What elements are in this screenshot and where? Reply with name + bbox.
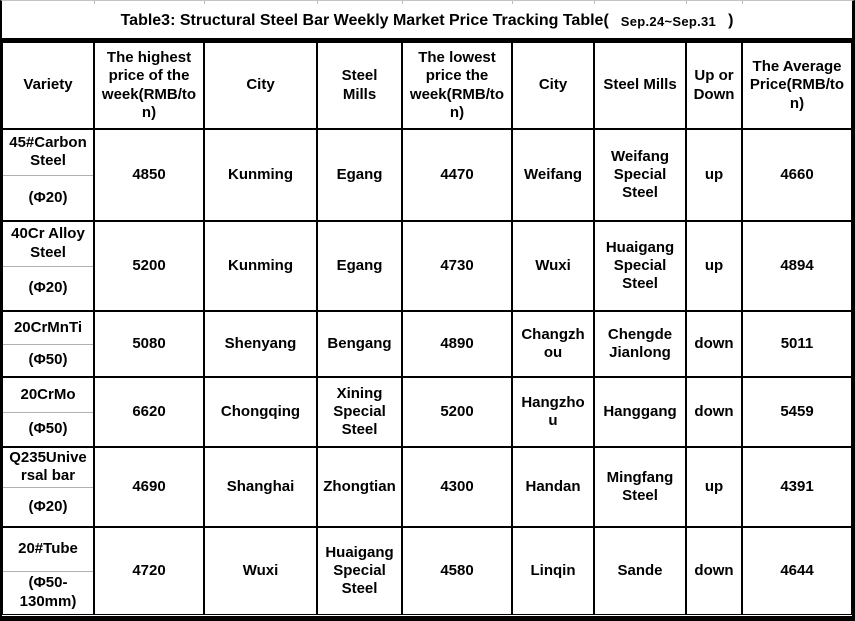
variety-name: Q235Universal bar — [9, 449, 87, 485]
variety-divider — [3, 343, 93, 345]
variety-name: 40Cr Alloy Steel — [11, 225, 85, 261]
variety-cell: 45#Carbon Steel (Φ20) — [2, 129, 94, 221]
mill-highest-cell: Xining Special Steel — [317, 377, 402, 447]
column-header-city-highest: City — [204, 42, 317, 129]
mill-highest-cell: Zhongtian — [317, 447, 402, 527]
variety-divider — [3, 486, 93, 488]
city-lowest-cell: Linqin — [512, 527, 594, 615]
top-border-strip — [2, 1, 852, 4]
variety-spec: (Φ50-130mm) — [19, 574, 77, 610]
trend-cell: up — [686, 129, 742, 221]
average-price-cell: 4894 — [742, 221, 852, 311]
column-tick — [317, 1, 318, 4]
average-price-cell: 4391 — [742, 447, 852, 527]
mill-lowest-cell: Chengde Jianlong — [594, 311, 686, 377]
trend-cell: down — [686, 377, 742, 447]
column-header-variety: Variety — [2, 42, 94, 129]
city-lowest-cell: Wuxi — [512, 221, 594, 311]
variety-spec: (Φ50) — [28, 420, 68, 438]
column-header-up-or-down: Up or Down — [686, 42, 742, 129]
mill-lowest-cell: Huaigang Special Steel — [594, 221, 686, 311]
mill-highest-cell: Egang — [317, 221, 402, 311]
variety-cell: 40Cr Alloy Steel (Φ20) — [2, 221, 94, 311]
column-header-highest-price: The highest price of the week(RMB/ton) — [94, 42, 204, 129]
column-header-mill-lowest: Steel Mills — [594, 42, 686, 129]
variety-divider — [3, 265, 93, 267]
city-lowest-cell: Weifang — [512, 129, 594, 221]
mill-highest-cell: Huaigang Special Steel — [317, 527, 402, 615]
variety-divider — [3, 174, 93, 176]
column-tick — [686, 1, 687, 4]
variety-spec: (Φ50) — [28, 351, 68, 369]
city-lowest-cell: Hangzhou — [512, 377, 594, 447]
mill-lowest-cell: Sande — [594, 527, 686, 615]
city-highest-cell: Kunming — [204, 221, 317, 311]
trend-cell: up — [686, 447, 742, 527]
variety-name: 20#Tube — [18, 540, 78, 558]
column-tick — [402, 1, 403, 4]
variety-spec: (Φ20) — [28, 279, 68, 297]
variety-cell: 20CrMo (Φ50) — [2, 377, 94, 447]
mill-lowest-cell: Weifang Special Steel — [594, 129, 686, 221]
variety-name: 45#Carbon Steel — [9, 133, 87, 170]
table-title-close-paren: ) — [728, 12, 734, 29]
trend-cell: down — [686, 311, 742, 377]
column-header-lowest-price: The lowest price the week(RMB/ton) — [402, 42, 512, 129]
column-header-city-lowest: City — [512, 42, 594, 129]
column-tick — [512, 1, 513, 4]
city-highest-cell: Wuxi — [204, 527, 317, 615]
column-tick — [94, 1, 95, 4]
variety-divider — [3, 570, 93, 572]
city-highest-cell: Shanghai — [204, 447, 317, 527]
column-tick — [742, 1, 743, 4]
variety-spec: (Φ20) — [28, 497, 68, 515]
highest-price-cell: 4720 — [94, 527, 204, 615]
variety-divider — [3, 411, 93, 413]
lowest-price-cell: 5200 — [402, 377, 512, 447]
highest-price-cell: 4850 — [94, 129, 204, 221]
variety-name: 20CrMo — [20, 385, 76, 403]
average-price-cell: 5011 — [742, 311, 852, 377]
city-highest-cell: Chongqing — [204, 377, 317, 447]
lowest-price-cell: 4730 — [402, 221, 512, 311]
trend-cell: up — [686, 221, 742, 311]
highest-price-cell: 5200 — [94, 221, 204, 311]
highest-price-cell: 6620 — [94, 377, 204, 447]
variety-cell: Q235Universal bar (Φ20) — [2, 447, 94, 527]
variety-cell: 20CrMnTi (Φ50) — [2, 311, 94, 377]
variety-spec: (Φ20) — [28, 188, 68, 206]
trend-cell: down — [686, 527, 742, 615]
average-price-cell: 4644 — [742, 527, 852, 615]
column-header-average-price: The Average Price(RMB/ton) — [742, 42, 852, 129]
average-price-cell: 4660 — [742, 129, 852, 221]
table-title-date-range: Sep.24~Sep.31 — [620, 13, 717, 29]
mill-lowest-cell: Hanggang — [594, 377, 686, 447]
variety-cell: 20#Tube (Φ50-130mm) — [2, 527, 94, 615]
lowest-price-cell: 4300 — [402, 447, 512, 527]
lowest-price-cell: 4580 — [402, 527, 512, 615]
city-lowest-cell: Changzhou — [512, 311, 594, 377]
mill-highest-cell: Egang — [317, 129, 402, 221]
average-price-cell: 5459 — [742, 377, 852, 447]
table-title-text: Table3: Structural Steel Bar Weekly Mark… — [120, 12, 609, 29]
column-tick — [594, 1, 595, 4]
mill-lowest-cell: Mingfang Steel — [594, 447, 686, 527]
variety-name: 20CrMnTi — [13, 318, 83, 336]
highest-price-cell: 5080 — [94, 311, 204, 377]
column-header-mill-highest: Steel Mills — [317, 42, 402, 129]
highest-price-cell: 4690 — [94, 447, 204, 527]
lowest-price-cell: 4890 — [402, 311, 512, 377]
city-highest-cell: Kunming — [204, 129, 317, 221]
city-lowest-cell: Handan — [512, 447, 594, 527]
lowest-price-cell: 4470 — [402, 129, 512, 221]
column-tick — [204, 1, 205, 4]
mill-highest-cell: Bengang — [317, 311, 402, 377]
table-grid: Variety The highest price of the week(RM… — [2, 42, 852, 615]
table-title: Table3: Structural Steel Bar Weekly Mark… — [2, 4, 852, 42]
city-highest-cell: Shenyang — [204, 311, 317, 377]
